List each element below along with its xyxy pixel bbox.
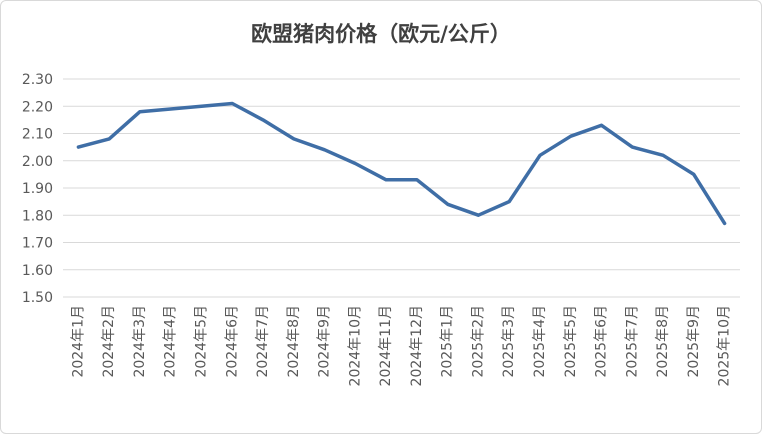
series-layer — [76, 101, 727, 226]
y-tick-label: 1.50 — [22, 290, 53, 306]
data-point — [199, 104, 203, 108]
x-tick-label: 2024年12月 — [409, 305, 425, 386]
y-tick-label: 1.80 — [22, 208, 53, 224]
data-point — [661, 153, 665, 157]
data-point — [292, 137, 296, 141]
data-point — [353, 161, 357, 165]
y-axis-tick-labels: 1.50 1.60 1.70 1.80 1.90 2.00 2.10 2.20 2.30 — [22, 72, 53, 306]
data-point — [261, 118, 265, 122]
y-tick-label: 1.90 — [22, 181, 53, 197]
data-point — [446, 202, 450, 206]
x-tick-label: 2024年8月 — [286, 305, 302, 378]
data-point — [169, 107, 173, 111]
data-point — [76, 145, 80, 149]
x-tick-label: 2025年7月 — [624, 305, 640, 378]
x-tick-label: 2024年4月 — [163, 305, 179, 378]
series-line — [76, 101, 727, 226]
x-tick-label: 2025年8月 — [655, 305, 671, 378]
x-tick-label: 2025年6月 — [594, 305, 610, 378]
y-tick-label: 2.30 — [22, 72, 53, 88]
x-tick-label: 2025年9月 — [686, 305, 702, 378]
x-tick-label: 2024年3月 — [132, 305, 148, 378]
y-tick-label: 2.20 — [22, 99, 53, 115]
x-tick-label: 2024年7月 — [255, 305, 271, 378]
data-point — [569, 134, 573, 138]
data-point — [507, 200, 511, 204]
x-tick-label: 2025年1月 — [440, 305, 456, 378]
data-point — [107, 137, 111, 141]
data-point — [692, 172, 696, 176]
data-point — [630, 145, 634, 149]
data-point — [723, 221, 727, 225]
x-axis-tick-labels: 2024年1月 2024年2月 2024年3月 2024年4月 2024年5月 2024年… — [70, 305, 732, 386]
x-tick-label: 2024年6月 — [224, 305, 240, 378]
x-tick-label: 2024年1月 — [70, 305, 86, 378]
gridlines — [63, 78, 740, 298]
chart-title: 欧盟猪肉价格（欧元/公斤） — [251, 22, 511, 46]
data-point — [538, 153, 542, 157]
data-point — [384, 178, 388, 182]
x-tick-label: 2025年2月 — [470, 305, 486, 378]
x-tick-label: 2025年10月 — [717, 305, 733, 386]
x-tick-label: 2024年9月 — [317, 305, 333, 378]
x-tick-label: 2025年5月 — [563, 305, 579, 378]
data-point — [476, 213, 480, 217]
x-tick-label: 2024年5月 — [193, 305, 209, 378]
y-tick-label: 1.70 — [22, 236, 53, 252]
x-tick-label: 2025年3月 — [501, 305, 517, 378]
y-tick-label: 2.10 — [22, 127, 53, 143]
data-point — [600, 123, 604, 127]
y-tick-label: 1.60 — [22, 263, 53, 279]
x-tick-label: 2025年4月 — [532, 305, 548, 378]
data-point — [230, 102, 234, 106]
x-tick-label: 2024年10月 — [347, 305, 363, 386]
data-point — [138, 110, 142, 114]
x-tick-label: 2024年11月 — [378, 305, 394, 386]
y-tick-label: 2.00 — [22, 154, 53, 170]
data-point — [323, 148, 327, 152]
x-tick-label: 2024年2月 — [101, 305, 117, 378]
data-point — [415, 178, 419, 182]
